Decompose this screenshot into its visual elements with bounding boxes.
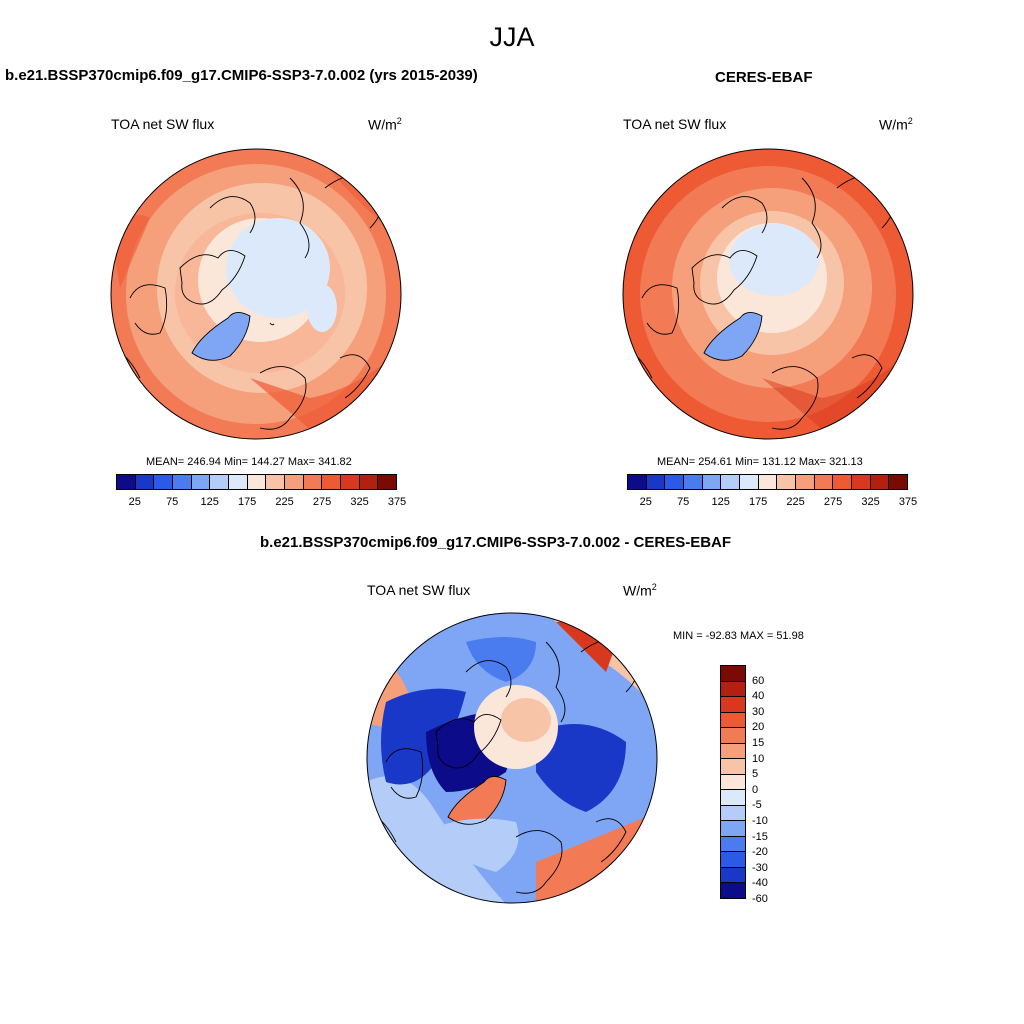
colorbar-swatch <box>870 475 890 489</box>
colorbar-tick-label: 225 <box>786 496 805 508</box>
diff-variable-label: TOA net SW flux <box>367 582 471 598</box>
colorbar-swatch <box>359 475 379 489</box>
colorbar-swatch <box>721 821 745 837</box>
colorbar-swatch <box>889 475 908 489</box>
colorbar-swatch <box>721 883 745 898</box>
colorbar-swatch <box>721 759 745 775</box>
colorbar-swatch <box>721 774 745 791</box>
colorbar-swatch <box>758 475 778 489</box>
colorbar-swatch <box>665 475 685 489</box>
colorbar-swatch <box>740 475 759 489</box>
colorbar-swatch <box>210 475 230 489</box>
model-colorbar <box>116 474 397 490</box>
colorbar-swatch <box>341 475 360 489</box>
colorbar-swatch <box>285 475 304 489</box>
colorbar-swatch <box>628 475 647 489</box>
colorbar-swatch <box>247 475 267 489</box>
colorbar-swatch <box>303 475 323 489</box>
colorbar-swatch <box>721 805 745 822</box>
colorbar-tick-label: -5 <box>752 799 762 812</box>
colorbar-swatch <box>721 666 745 682</box>
colorbar-tick-label: 325 <box>350 496 369 508</box>
colorbar-tick-label: -30 <box>752 861 768 874</box>
colorbar-tick-label: 40 <box>752 690 765 703</box>
colorbar-swatch <box>721 728 745 744</box>
colorbar-tick-label: 75 <box>677 496 690 508</box>
colorbar-tick-label: 15 <box>752 737 765 749</box>
colorbar-tick-label: 275 <box>312 496 332 508</box>
colorbar-tick-label: 325 <box>861 496 880 508</box>
colorbar-swatch <box>721 743 745 760</box>
figure-title: JJA <box>489 22 535 52</box>
colorbar-swatch <box>833 475 853 489</box>
colorbar-tick-label: 25 <box>128 496 141 508</box>
diff-colorbar <box>720 665 746 899</box>
colorbar-tick-label: -40 <box>752 877 768 890</box>
model-panel-title: b.e21.BSSP370cmip6.f09_g17.CMIP6-SSP3-7.… <box>5 67 478 84</box>
colorbar-tick-label: 275 <box>823 496 843 508</box>
colorbar-swatch <box>646 475 666 489</box>
colorbar-swatch <box>721 681 745 698</box>
colorbar-tick-label: 60 <box>752 674 765 687</box>
colorbar-tick-label: 175 <box>748 496 768 508</box>
colorbar-tick-label: 10 <box>752 752 765 765</box>
model-variable-label: TOA net SW flux <box>111 116 215 132</box>
diff-stats: MIN = -92.83 MAX = 51.98 <box>673 630 804 642</box>
diff-polar-map <box>366 612 658 904</box>
colorbar-tick-label: 0 <box>752 783 759 796</box>
colorbar-tick-label: 5 <box>752 768 759 781</box>
colorbar-swatch <box>852 475 871 489</box>
colorbar-tick-label: 25 <box>639 496 652 508</box>
colorbar-tick-label: 30 <box>752 705 765 718</box>
colorbar-swatch <box>229 475 248 489</box>
colorbar-tick-label: 175 <box>237 496 257 508</box>
colorbar-swatch <box>322 475 342 489</box>
colorbar-swatch <box>814 475 834 489</box>
obs-variable-label: TOA net SW flux <box>623 116 727 132</box>
diff-units-label: W/m2 <box>623 582 657 599</box>
colorbar-tick-label: 75 <box>166 496 179 508</box>
model-stats: MEAN= 246.94 Min= 144.27 Max= 341.82 <box>146 456 352 468</box>
obs-units-label: W/m2 <box>879 116 913 133</box>
colorbar-swatch <box>135 475 155 489</box>
colorbar-swatch <box>191 475 211 489</box>
obs-polar-map <box>622 148 914 440</box>
obs-panel-title: CERES-EBAF <box>715 69 813 86</box>
colorbar-swatch <box>721 852 745 868</box>
colorbar-tick-label: -60 <box>752 893 768 905</box>
colorbar-swatch <box>173 475 192 489</box>
colorbar-tick-label: -20 <box>752 846 768 859</box>
obs-stats: MEAN= 254.61 Min= 131.12 Max= 321.13 <box>657 456 863 468</box>
colorbar-tick-label: -15 <box>752 830 768 843</box>
colorbar-tick-label: 125 <box>200 496 219 508</box>
colorbar-swatch <box>117 475 136 489</box>
colorbar-swatch <box>721 867 745 884</box>
colorbar-swatch <box>154 475 174 489</box>
colorbar-tick-label: 20 <box>752 721 765 734</box>
colorbar-swatch <box>266 475 286 489</box>
colorbar-swatch <box>721 836 745 853</box>
model-units-label: W/m2 <box>368 116 402 133</box>
colorbar-tick-label: 125 <box>711 496 730 508</box>
obs-colorbar <box>627 474 908 490</box>
model-polar-map <box>110 148 402 440</box>
colorbar-swatch <box>721 712 745 729</box>
colorbar-tick-label: 375 <box>898 496 918 508</box>
colorbar-tick-label: 225 <box>275 496 294 508</box>
colorbar-swatch <box>721 790 745 806</box>
colorbar-tick-label: -10 <box>752 815 768 827</box>
colorbar-swatch <box>796 475 815 489</box>
colorbar-swatch <box>721 475 741 489</box>
colorbar-swatch <box>777 475 797 489</box>
colorbar-swatch <box>702 475 722 489</box>
colorbar-swatch <box>684 475 703 489</box>
colorbar-swatch <box>378 475 397 489</box>
diff-panel-title: b.e21.BSSP370cmip6.f09_g17.CMIP6-SSP3-7.… <box>260 534 732 551</box>
colorbar-swatch <box>721 697 745 713</box>
colorbar-tick-label: 375 <box>387 496 407 508</box>
